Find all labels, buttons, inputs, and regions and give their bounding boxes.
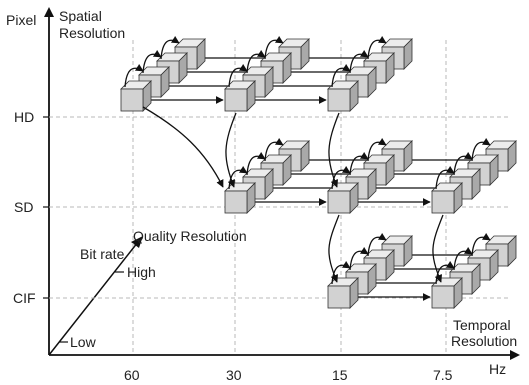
y-axis-arrowhead	[44, 7, 54, 17]
quality-arrow	[471, 232, 491, 257]
temporal-label-7-5: 7.5	[433, 367, 453, 383]
quality-arrow	[453, 151, 473, 176]
bitrate-label-low: Low	[70, 334, 96, 350]
quality-arrow	[264, 137, 284, 162]
front-arrows	[124, 35, 491, 285]
x-axis-title-line2: Resolution	[451, 333, 518, 349]
cube-g3-l1	[242, 168, 274, 200]
temporal-label-60: 60	[124, 367, 140, 383]
y-axis-title-line1: Spatial	[59, 8, 102, 24]
x-unit-label: Hz	[489, 361, 507, 377]
quality-arrow	[331, 63, 351, 88]
depth-axis-title: Quality Resolution	[133, 228, 247, 244]
depth-axis-subtitle: Bit rate	[80, 246, 125, 262]
temporal-label-30: 30	[226, 367, 242, 383]
cube-g5-l0	[431, 182, 463, 214]
x-axis-arrowhead	[510, 350, 520, 360]
spatial-arrow	[328, 214, 340, 283]
quality-arrow	[246, 151, 266, 176]
quality-arrow	[160, 35, 180, 60]
cube-grid	[120, 38, 517, 309]
quality-arrow	[349, 246, 369, 271]
spatial-label-cif: CIF	[13, 290, 36, 306]
cube-g1-l0	[224, 80, 256, 112]
quality-arrow	[367, 232, 387, 257]
depth-axis-arrowhead	[131, 236, 143, 248]
quality-arrow	[349, 49, 369, 74]
quality-arrow	[471, 137, 491, 162]
cube-g0-l0	[120, 80, 152, 112]
y-unit-label: Pixel	[6, 12, 37, 28]
bitrate-label-high: High	[127, 264, 156, 280]
cube-g4-l0	[327, 182, 359, 214]
spatial-label-sd: SD	[14, 199, 34, 215]
spatial-arrow	[432, 214, 444, 283]
spatial-label-hd: HD	[14, 109, 35, 125]
quality-arrow	[349, 151, 369, 176]
quality-arrow	[453, 246, 473, 271]
quality-arrow	[246, 49, 266, 74]
cube-g1-l1	[242, 66, 274, 98]
quality-arrow	[142, 49, 162, 74]
x-axis-title-line1: Temporal	[453, 317, 511, 333]
temporal-label-15: 15	[332, 367, 348, 383]
quality-arrow	[264, 35, 284, 60]
quality-arrow	[435, 165, 455, 190]
quality-arrow	[367, 35, 387, 60]
quality-arrow	[228, 63, 248, 88]
spatial-arrow	[328, 112, 340, 188]
spatial-arrow	[225, 112, 237, 188]
quality-arrow	[124, 63, 144, 88]
spatial-arrow	[142, 106, 224, 188]
cube-g2-l0	[327, 80, 359, 112]
cube-g7-l0	[431, 277, 463, 309]
y-axis-title-line2: Resolution	[59, 25, 126, 41]
quality-arrow	[367, 137, 387, 162]
